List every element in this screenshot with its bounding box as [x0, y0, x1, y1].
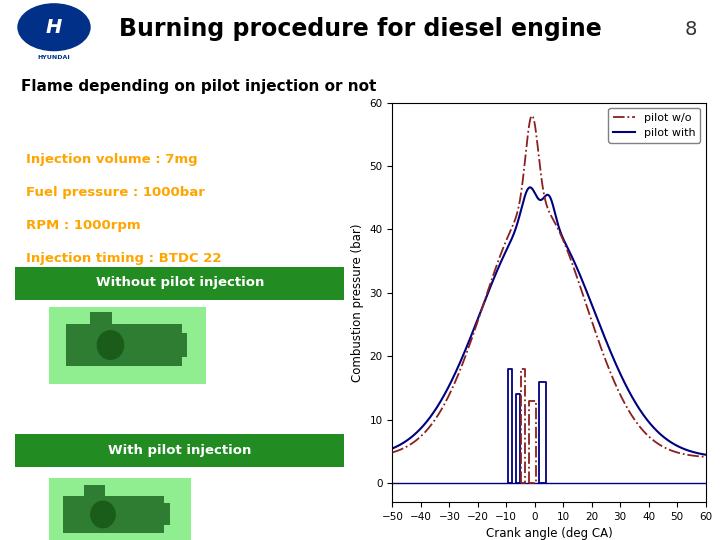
pilot w/o [635, 423, 644, 429]
pilot with [532, 193, 541, 199]
Text: 8: 8 [685, 19, 698, 39]
pilot w/o [692, 453, 701, 460]
pilot with [701, 451, 710, 458]
pilot w/o [541, 195, 549, 201]
Text: Burning procedure for diesel engine: Burning procedure for diesel engine [119, 17, 601, 41]
Line: pilot with: pilot with [392, 187, 706, 455]
FancyBboxPatch shape [49, 307, 206, 384]
FancyBboxPatch shape [63, 496, 164, 534]
Ellipse shape [18, 4, 90, 51]
FancyBboxPatch shape [49, 478, 191, 540]
pilot w/o [528, 112, 536, 119]
FancyBboxPatch shape [178, 333, 187, 357]
Ellipse shape [91, 501, 115, 528]
X-axis label: Crank angle (deg CA): Crank angle (deg CA) [485, 528, 613, 540]
Text: RPM : 1000rpm: RPM : 1000rpm [26, 219, 141, 232]
pilot w/o [532, 133, 541, 140]
Text: Without pilot injection: Without pilot injection [96, 276, 264, 289]
pilot w/o [693, 453, 701, 460]
pilot with [526, 184, 534, 191]
pilot with [388, 445, 397, 451]
Text: Injection timing : BTDC 22: Injection timing : BTDC 22 [26, 252, 222, 265]
FancyBboxPatch shape [84, 484, 105, 497]
Legend: pilot w/o, pilot with: pilot w/o, pilot with [608, 108, 700, 143]
FancyBboxPatch shape [162, 503, 170, 525]
Text: Injection volume : 7mg: Injection volume : 7mg [26, 153, 198, 166]
pilot w/o [388, 449, 397, 456]
FancyBboxPatch shape [15, 267, 344, 300]
pilot w/o [404, 442, 413, 449]
Text: H: H [46, 18, 62, 37]
FancyBboxPatch shape [15, 434, 344, 468]
Text: With pilot injection: With pilot injection [108, 444, 251, 457]
Ellipse shape [97, 330, 124, 359]
pilot with [692, 450, 701, 456]
Text: HYUNDAI: HYUNDAI [37, 55, 71, 59]
Text: Flame depending on pilot injection or not: Flame depending on pilot injection or no… [22, 79, 377, 94]
pilot with [404, 436, 413, 443]
pilot with [693, 450, 701, 456]
Y-axis label: Combustion pressure (bar): Combustion pressure (bar) [351, 223, 364, 382]
pilot w/o [701, 454, 710, 460]
FancyBboxPatch shape [90, 312, 112, 325]
pilot with [541, 193, 549, 200]
FancyBboxPatch shape [66, 325, 181, 366]
Text: Fuel pressure : 1000bar: Fuel pressure : 1000bar [26, 186, 205, 199]
Line: pilot w/o: pilot w/o [392, 116, 706, 457]
pilot with [635, 406, 644, 412]
